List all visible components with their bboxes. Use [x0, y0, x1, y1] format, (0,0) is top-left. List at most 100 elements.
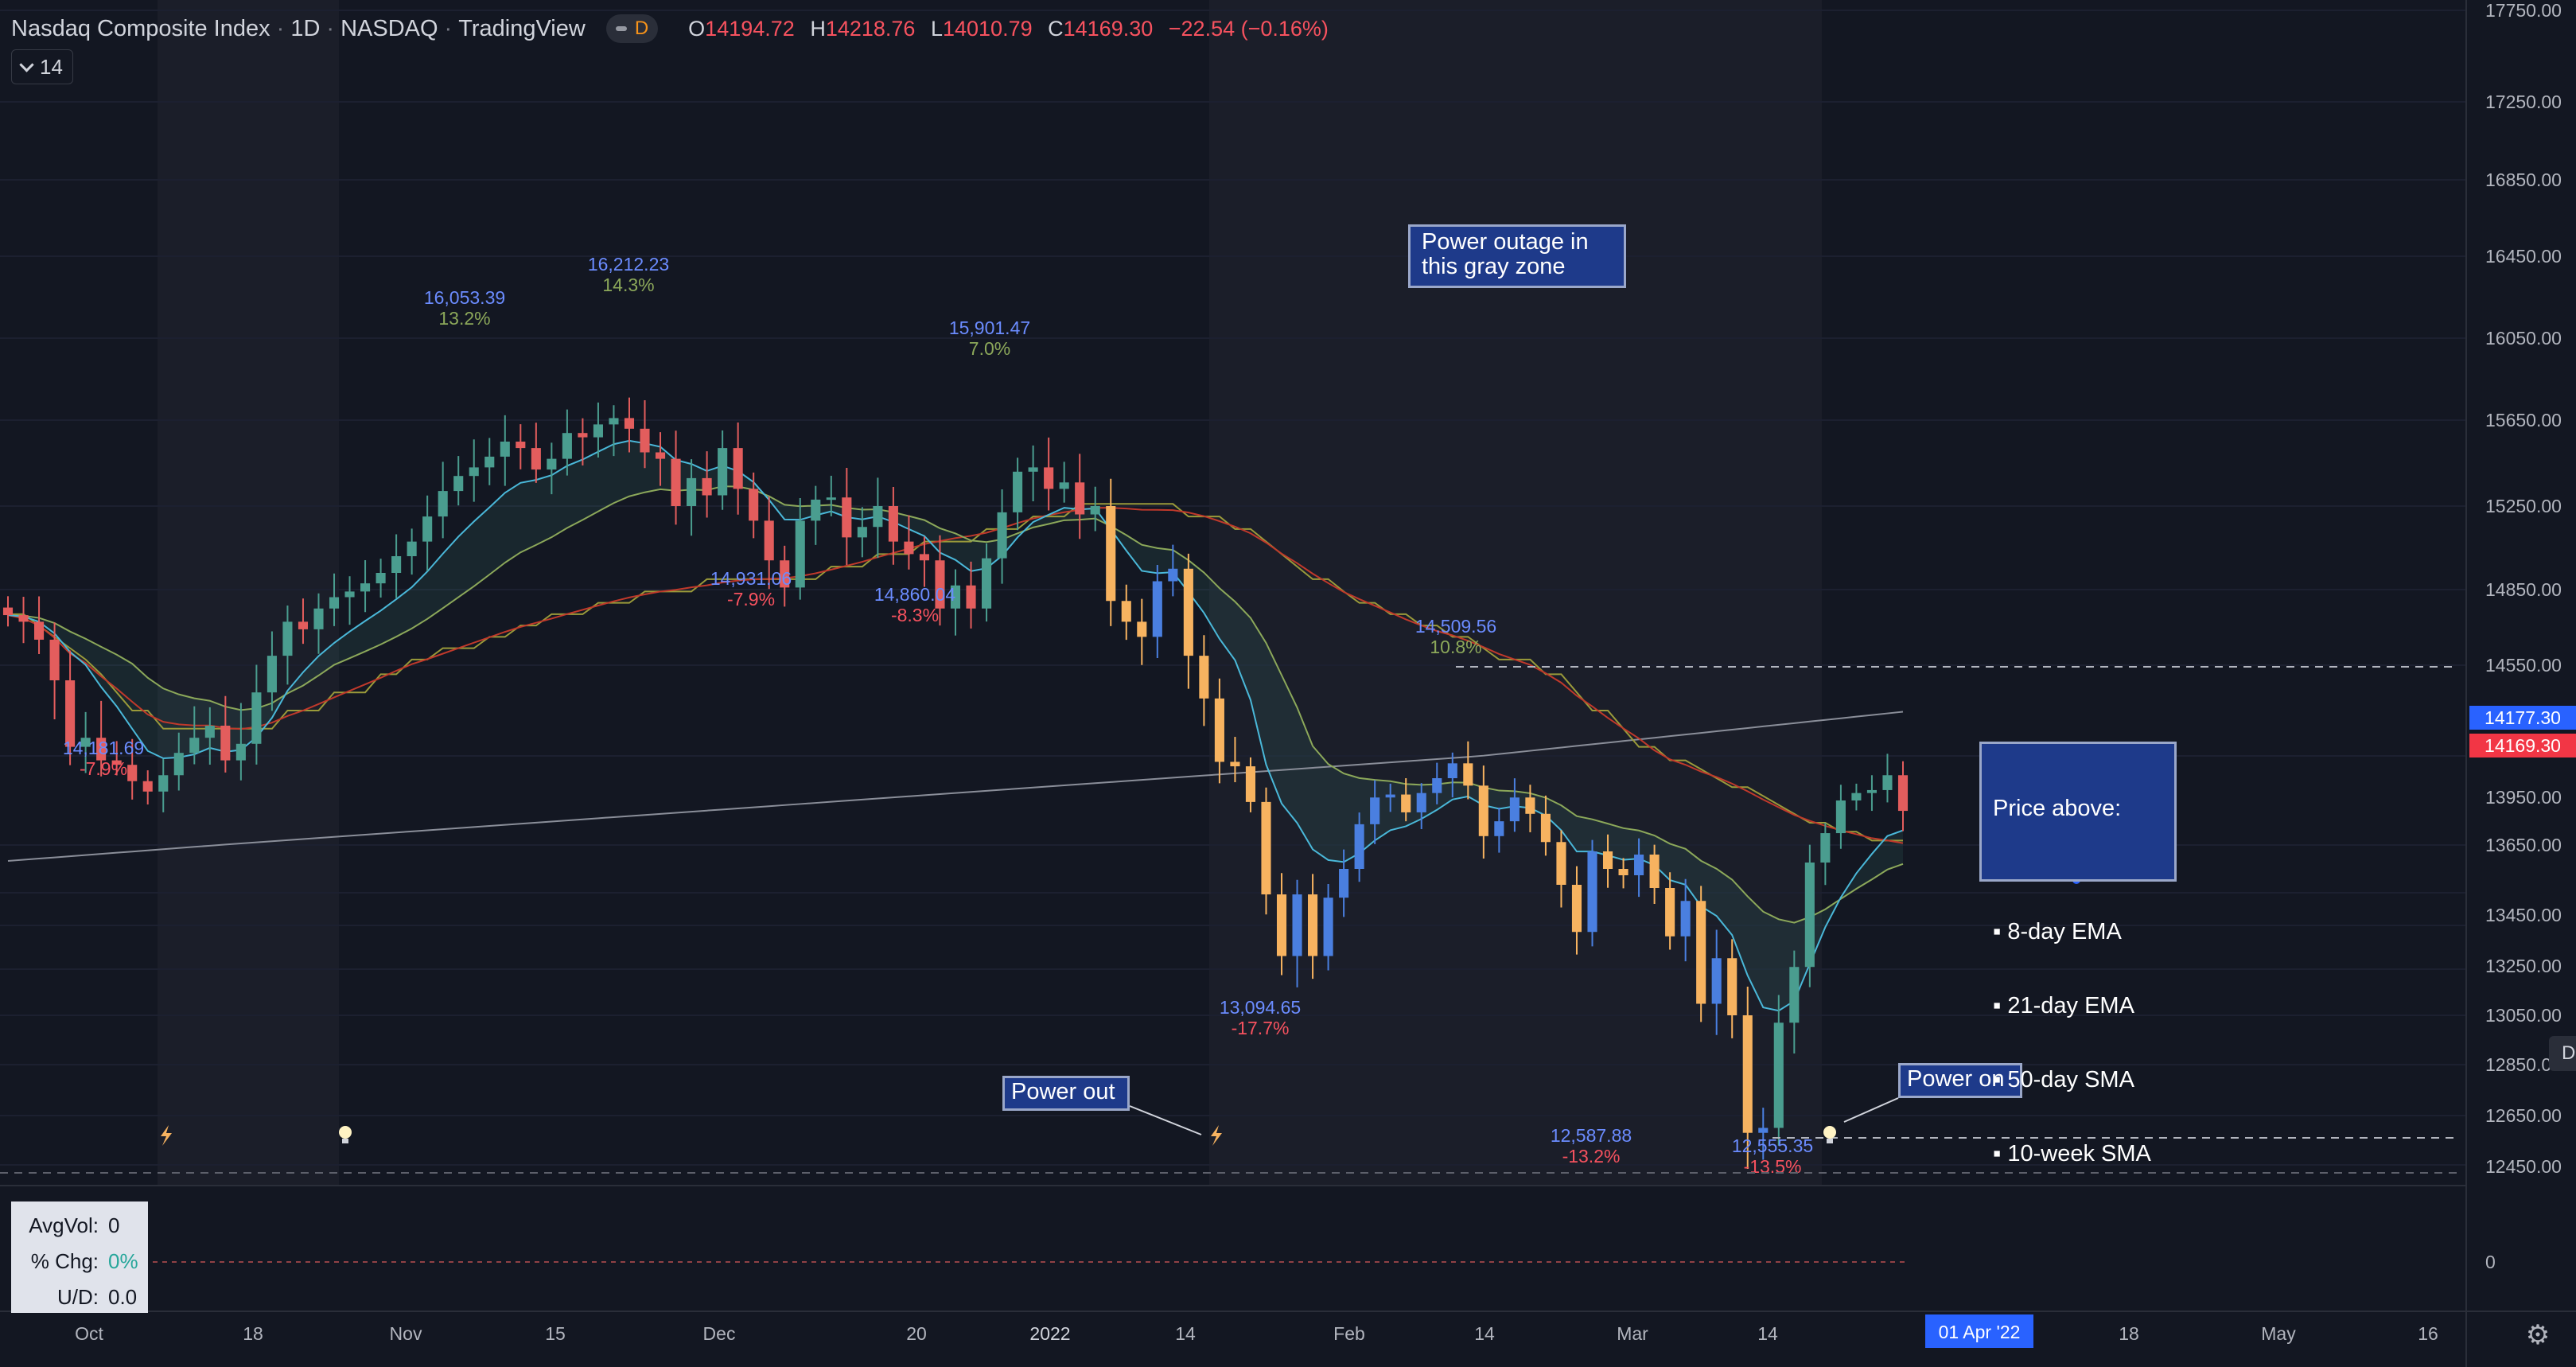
candle-body	[1385, 794, 1395, 798]
price-above-note[interactable]: Price above: 8-day EMA 21-day EMA 50-day…	[1979, 742, 2177, 1166]
price-axis-tick: 16450.00	[2485, 246, 2562, 267]
price-axis-tick: 14550.00	[2485, 655, 2562, 676]
time-axis-label: Feb	[1333, 1323, 1365, 1344]
candle-body	[1820, 833, 1831, 863]
swing-percent-label: 7.0%	[969, 338, 1010, 359]
candle-body	[1137, 621, 1147, 637]
candle-body	[189, 738, 200, 754]
price-axis-tick: 12850.00	[2485, 1054, 2562, 1075]
candle-body	[1696, 901, 1706, 1004]
price-axis-tick: 13950.00	[2485, 787, 2562, 808]
candle-body	[1711, 958, 1722, 1004]
lightbulb-icon	[342, 1139, 348, 1143]
candle-body	[1680, 901, 1691, 937]
time-axis-label: 2022	[1029, 1323, 1070, 1344]
candle-body	[687, 477, 697, 506]
candle-body	[919, 554, 930, 561]
data-source: TradingView	[458, 15, 586, 41]
candle-body	[1401, 794, 1411, 812]
sma-10week-line	[8, 503, 1903, 842]
last-price-label-blue: 14177.30	[2469, 706, 2576, 730]
candle-body	[1121, 601, 1131, 622]
time-axis-label: Dec	[703, 1323, 736, 1344]
symbol-name[interactable]: Nasdaq Composite Index	[11, 15, 270, 41]
candle-body	[1649, 855, 1660, 888]
swing-price-label: 14,931.06	[710, 568, 792, 589]
time-axis-label: 14	[1757, 1323, 1778, 1344]
candle-body	[1804, 863, 1815, 968]
gear-icon[interactable]: ⚙	[2525, 1320, 2551, 1350]
candle-body	[1245, 766, 1256, 802]
candle-body	[1835, 800, 1846, 834]
indicator-count: 14	[40, 54, 63, 79]
swing-percent-label: 14.3%	[602, 275, 654, 295]
candle-body	[469, 467, 479, 477]
candle-body	[267, 656, 277, 693]
candle-body	[1292, 894, 1302, 956]
swing-price-label: 16,053.39	[424, 287, 505, 308]
candle-body	[516, 442, 526, 449]
candle-body	[96, 738, 107, 761]
candle-body	[158, 775, 169, 792]
candle-body	[671, 458, 681, 506]
gray-zone-shade	[158, 0, 339, 1186]
candle-body	[1370, 797, 1380, 824]
time-axis-label: 20	[906, 1323, 927, 1344]
time-cursor-label-bg	[1925, 1314, 2033, 1348]
time-axis-label: 14	[1474, 1323, 1495, 1344]
volume-axis-tick: 0	[2485, 1252, 2496, 1272]
dom-button[interactable]: DOM	[2549, 1036, 2576, 1071]
candle-body	[1261, 801, 1271, 895]
ohlc-readout: O14194.72 H14218.76 L14010.79 C14169.30 …	[688, 16, 1329, 41]
low-value: 14010.79	[942, 16, 1033, 41]
high-value: 14218.76	[825, 16, 916, 41]
candle-body	[1571, 885, 1582, 933]
chevron-down-icon	[19, 56, 34, 72]
candle-body	[329, 597, 340, 609]
candle-body	[111, 760, 122, 765]
candle-body	[1463, 763, 1473, 786]
candle-body	[811, 499, 821, 521]
price-axis-tick: 16050.00	[2485, 328, 2562, 349]
candle-body	[1276, 894, 1287, 956]
price-axis-tick: 13250.00	[2485, 956, 2562, 976]
swing-percent-label: -8.3%	[891, 605, 939, 625]
price-axis-tick: 15650.00	[2485, 410, 2562, 430]
minus-icon	[615, 26, 627, 31]
candle-body	[484, 456, 495, 468]
time-axis-label: Oct	[75, 1323, 103, 1344]
candle-body	[1354, 824, 1364, 869]
candle-body	[873, 506, 883, 528]
candle-body	[1634, 855, 1644, 875]
candle-body	[950, 585, 961, 609]
interval[interactable]: 1D	[290, 15, 321, 41]
swing-percent-label: -13.5%	[1744, 1156, 1802, 1177]
ema-ribbon-fill	[8, 440, 1903, 1011]
power-out-note[interactable]: Power out	[1002, 1076, 1130, 1111]
candle-body	[1478, 785, 1488, 836]
price-axis-tick: 17250.00	[2485, 92, 2562, 112]
candle-body	[1882, 775, 1893, 790]
price-axis-tick: 16850.00	[2485, 169, 2562, 190]
price-axis-tick: 12450.00	[2485, 1156, 2562, 1177]
candle-body	[857, 527, 867, 538]
swing-price-label: 12,587.88	[1551, 1125, 1632, 1146]
indicators-collapse-button[interactable]: 14	[11, 49, 73, 84]
candle-body	[1044, 467, 1054, 489]
candle-body	[624, 418, 635, 429]
time-axis-label: 18	[2119, 1323, 2139, 1344]
candle-body	[1416, 793, 1426, 812]
candle-body	[1183, 568, 1193, 656]
candle-body	[1059, 482, 1069, 489]
lightning-icon	[1211, 1125, 1222, 1146]
market-status-pill[interactable]: D	[605, 14, 659, 43]
candle-body	[640, 428, 650, 453]
candle-body	[80, 738, 91, 747]
outage-note[interactable]: Power outage in this gray zone	[1408, 224, 1626, 288]
price-axis-tick: 14850.00	[2485, 579, 2562, 600]
ema-8day-line	[7, 439, 1904, 1012]
candle-body	[562, 433, 572, 459]
symbol-header: Nasdaq Composite Index · 1D · NASDAQ · T…	[11, 11, 1329, 46]
lightbulb-icon	[1827, 1139, 1833, 1143]
